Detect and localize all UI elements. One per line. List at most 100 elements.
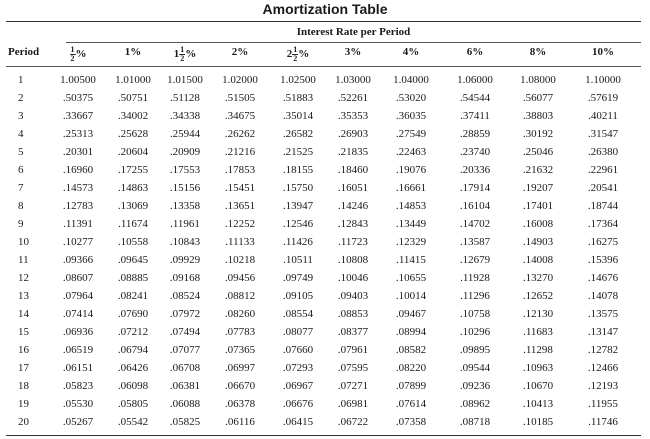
factor-cell-r1000: .40211 [588,110,618,122]
factor-cell-r050: .05823 [62,380,94,392]
factor-cell-r300: .08377 [337,326,369,338]
factor-cell-r300: .52261 [337,92,369,104]
factor-cell-r100: .14863 [117,182,149,194]
column-header-r200: 2% [210,46,270,58]
factor-cell-r600: .23740 [459,146,491,158]
factor-cell-r250: .51883 [282,92,314,104]
period-cell: 6 [18,164,24,176]
column-header-label: 4% [402,46,420,58]
factor-cell-r800: .14903 [522,236,554,248]
factor-cell-r800: .19207 [522,182,554,194]
factor-cell-r1000: .14676 [587,272,619,284]
factor-cell-r300: .07271 [337,380,369,392]
factor-cell-r1000: .15396 [587,254,619,266]
period-cell: 2 [18,92,24,104]
table-title: Amortization Table [262,1,388,17]
factor-cell-r050: .07964 [62,290,94,302]
factor-cell-r300: .06722 [337,416,369,428]
factor-cell-r400: .07614 [395,398,427,410]
factor-cell-r400: .10014 [395,290,427,302]
period-cell: 17 [18,362,29,374]
factor-cell-r300: .10808 [337,254,369,266]
factor-cell-r150: .34338 [169,110,201,122]
factor-cell-r150: .06381 [169,380,201,392]
column-header-label: 3% [344,46,362,58]
factor-cell-r050: 1.00500 [60,74,96,86]
period-cell: 16 [18,344,29,356]
factor-cell-r250: .09105 [282,290,314,302]
factor-cell-r150: .07494 [169,326,201,338]
factor-cell-r250: .21525 [282,146,314,158]
table-row: 6 .16960 .17255 .17553 .17853 .18155 .18460 .19… [6,162,641,180]
factor-cell-r600: 1.06000 [457,74,493,86]
factor-cell-r100: .08885 [117,272,149,284]
column-header-prefix: 1 [173,48,180,61]
period-cell: 9 [18,218,24,230]
factor-cell-r150: .13358 [169,200,201,212]
factor-cell-r150: .06088 [169,398,201,410]
factor-cell-r800: .56077 [522,92,554,104]
factor-cell-r250: .06415 [282,416,314,428]
factor-cell-r400: .11415 [396,254,426,266]
fraction-numerator: 1 [179,45,186,55]
factor-cell-r400: .14853 [395,200,427,212]
factor-cell-r250: .06967 [282,380,314,392]
table-row: 18 .05823 .06098 .06381 .06670 .06967 .07271 .0… [6,378,641,396]
period-cell: 7 [18,182,24,194]
factor-cell-r100: .05805 [117,398,149,410]
factor-cell-r300: .08853 [337,308,369,320]
factor-cell-r300: .16051 [337,182,369,194]
factor-cell-r300: .07961 [337,344,369,356]
factor-cell-r600: .09236 [459,380,491,392]
factor-cell-r100: .20604 [117,146,149,158]
column-header-r300: 3% [323,46,383,58]
factor-cell-r800: .13270 [522,272,554,284]
table-row: 2 .50375 .50751 .51128 .51505 .51883 .52261 .53… [6,90,641,108]
table-row: 12 .08607 .08885 .09168 .09456 .09749 .10046 .1… [6,270,641,288]
factor-cell-r800: .11683 [523,326,553,338]
factor-cell-r200: .07783 [224,326,256,338]
factor-cell-r600: .54544 [459,92,491,104]
column-header-label: 2% [231,46,249,58]
table-row: 4 .25313 .25628 .25944 .26262 .26582 .26903 .27… [6,126,641,144]
factor-cell-r300: .12843 [337,218,369,230]
factor-cell-r100: .11674 [118,218,148,230]
factor-cell-r200: .06670 [224,380,256,392]
factor-cell-r600: .08962 [459,398,491,410]
factor-cell-r1000: .18744 [587,200,619,212]
factor-cell-r400: .53020 [395,92,427,104]
subtitle-divider [66,42,641,43]
period-cell: 5 [18,146,24,158]
factor-cell-r050: .20301 [62,146,94,158]
table-body: 1 1.00500 1.01000 1.01500 1.02000 1.02500 1.03… [6,72,641,432]
factor-cell-r300: .10046 [337,272,369,284]
factor-cell-r600: .11296 [460,290,490,302]
period-cell: 3 [18,110,24,122]
table-row: 5 .20301 .20604 .20909 .21216 .21525 .21835 .22… [6,144,641,162]
factor-cell-r400: .07899 [395,380,427,392]
factor-cell-r1000: .13147 [587,326,619,338]
column-header-r1000: 10% [573,46,633,58]
factor-cell-r050: .11391 [63,218,93,230]
factor-cell-r300: .11723 [338,236,368,248]
factor-cell-r100: .10558 [117,236,149,248]
factor-cell-r150: .06708 [169,362,201,374]
factor-cell-r200: .15451 [224,182,256,194]
table-row: 8 .12783 .13069 .13358 .13651 .13947 .14246 .14… [6,198,641,216]
factor-cell-r800: .10413 [522,398,554,410]
column-header-suffix: % [185,48,197,61]
factor-cell-r050: .08607 [62,272,94,284]
fraction-denominator: 2 [293,54,298,63]
factor-cell-r600: .12679 [459,254,491,266]
factor-cell-r800: .30192 [522,128,554,140]
factor-cell-r100: .07212 [117,326,149,338]
factor-cell-r800: .10670 [522,380,554,392]
factor-cell-r300: .06981 [337,398,369,410]
factor-cell-r100: .17255 [117,164,149,176]
factor-cell-r050: .12783 [62,200,94,212]
table-row: 7 .14573 .14863 .15156 .15451 .15750 .16051 .16… [6,180,641,198]
factor-cell-r100: .34002 [117,110,149,122]
factor-cell-r800: .14008 [522,254,554,266]
factor-cell-r400: .09467 [395,308,427,320]
